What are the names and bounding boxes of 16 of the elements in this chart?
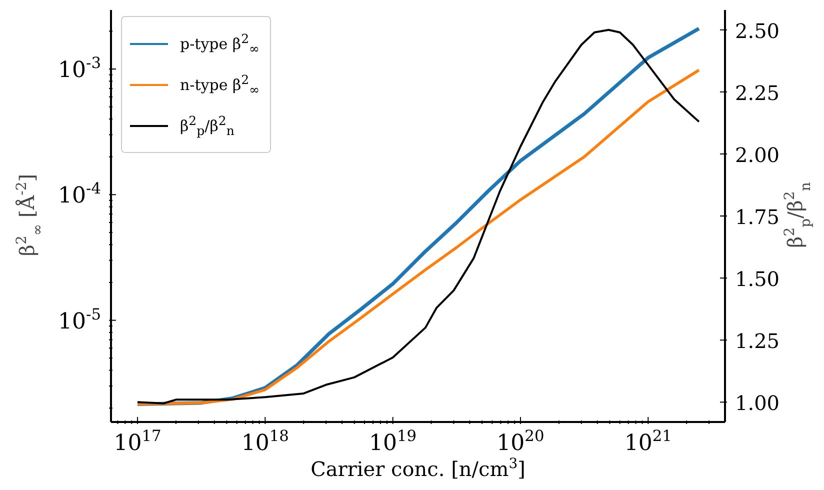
y2-tick-label: 2.25 [735, 80, 780, 105]
y-tick-label: 10$^{-4}$ [58, 180, 102, 209]
y-tick-label: 10$^{-3}$ [58, 54, 101, 84]
x-tick-label: 10$^{18}$ [241, 427, 289, 456]
y2-tick-label: 2.00 [735, 142, 780, 167]
y2-tick-label: 1.00 [735, 391, 780, 416]
y2-tick-label: 1.50 [735, 267, 780, 292]
x-tick-label: 10$^{20}$ [496, 427, 544, 456]
y-tick-label: 10$^{-5}$ [58, 305, 101, 334]
x-tick-label: 10$^{21}$ [624, 427, 672, 456]
x-tick-label: 10$^{17}$ [114, 427, 162, 456]
y2-tick-label: 2.50 [735, 18, 780, 43]
x-axis-title: Carrier conc. [n/cm$^{3}$] [310, 456, 526, 481]
y2-tick-label: 1.75 [735, 205, 780, 229]
y2-tick-label: 1.25 [735, 329, 780, 354]
x-tick-label: 10$^{19}$ [369, 427, 417, 456]
